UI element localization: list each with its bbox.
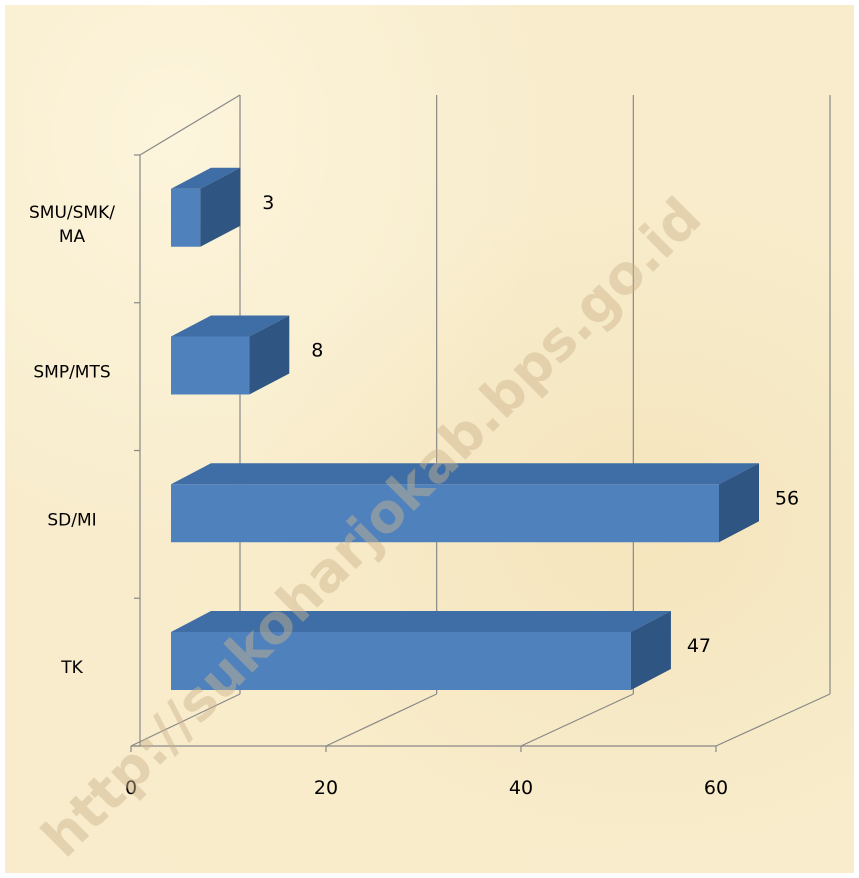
bar-side-2: [249, 315, 290, 395]
bar-side-3: [200, 167, 241, 247]
bar-top-2: [171, 315, 290, 337]
category-label-1: SD/MI: [47, 510, 96, 530]
chart-frame: 0 20 40 60 47 TK 56 SD/MI 8 SMP/MTS 3 SMU/SMK/MA htt…: [5, 5, 854, 873]
bar-2: [171, 336, 250, 395]
bar-top-0: [171, 611, 671, 632]
floor-gridline-3: [715, 693, 831, 747]
bar-chart: 0 20 40 6047TK56SD/MI8SMP/MTS3SMU/SMK/MAhtt…: [29, 94, 831, 869]
bar-top-3: [171, 167, 241, 189]
bar-3: [171, 188, 201, 247]
floor-gridline-0: [130, 693, 241, 747]
bar-side-0: [630, 611, 671, 690]
data-label-3: 3: [262, 192, 274, 214]
bar-1: [171, 484, 719, 543]
x-tick-label-3: 60: [704, 777, 728, 799]
x-tick-label-2: 40: [509, 777, 533, 799]
floor-gridline-1: [325, 693, 437, 747]
bar-0: [171, 632, 631, 690]
bar-top-1: [171, 463, 759, 485]
x-tick-label-0: 0: [125, 777, 137, 799]
category-label-line: SMP/MTS: [33, 363, 110, 383]
data-label-1: 56: [775, 487, 799, 509]
category-label-3: SMU/SMK/MA: [29, 203, 115, 247]
data-label-2: 8: [311, 340, 323, 362]
category-label-line: MA: [59, 227, 86, 247]
category-label-line: SD/MI: [47, 510, 96, 530]
x-tick-label-1: 20: [314, 777, 338, 799]
category-label-line: TK: [60, 658, 83, 678]
data-label-0: 47: [687, 635, 711, 657]
bar-side-1: [719, 463, 759, 543]
category-label-line: SMU/SMK/: [29, 203, 115, 223]
floor-gridline-2: [520, 693, 634, 747]
category-label-0: TK: [60, 658, 83, 678]
category-label-2: SMP/MTS: [33, 363, 110, 383]
wall-top-edge: [139, 94, 241, 156]
